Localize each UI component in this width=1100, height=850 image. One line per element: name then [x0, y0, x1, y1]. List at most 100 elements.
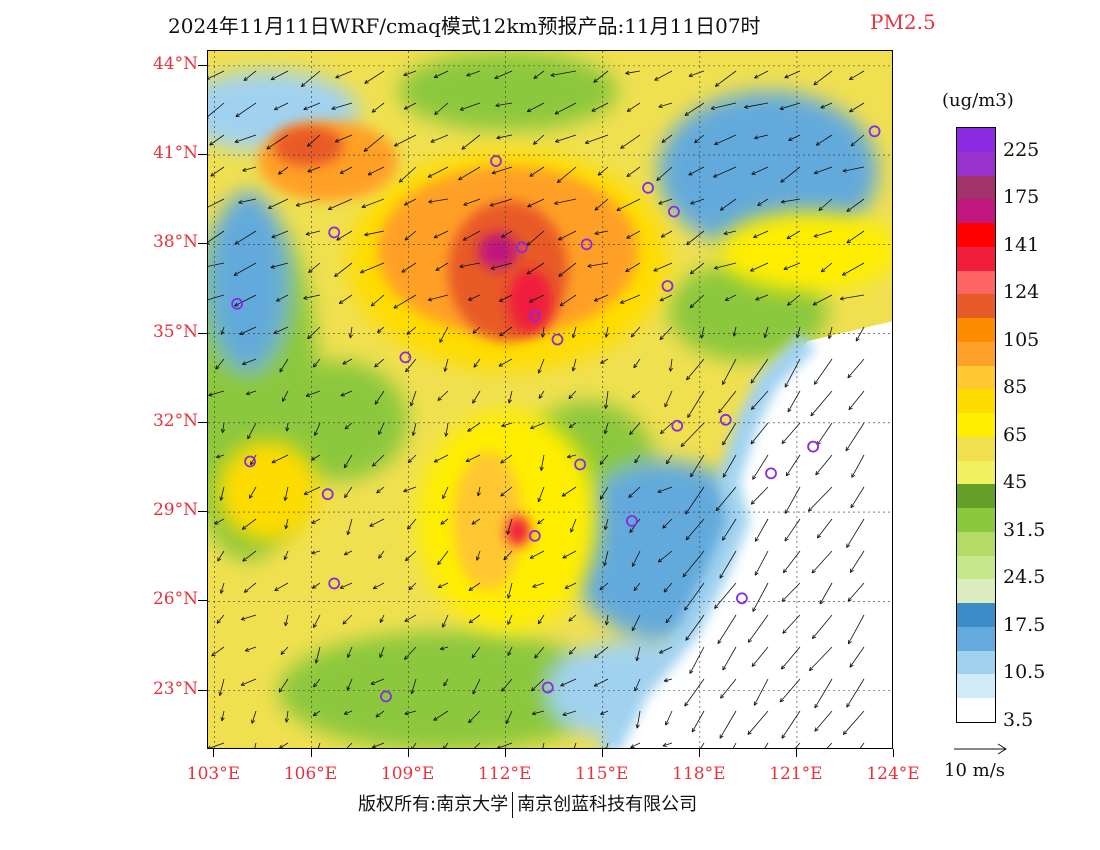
wind-arrow	[216, 614, 225, 624]
wind-arrow	[443, 678, 449, 687]
wind-arrow	[210, 166, 225, 177]
wind-arrow	[684, 582, 705, 611]
wind-arrow	[850, 134, 865, 147]
wind-arrow	[472, 390, 481, 404]
wind-arrow	[684, 678, 705, 707]
copyright-left: 版权所有:南京大学	[358, 794, 509, 815]
wind-arrow	[404, 198, 417, 206]
wind-arrow	[664, 390, 673, 408]
legend-swatch	[957, 246, 995, 272]
wind-arrow	[850, 486, 865, 509]
lon-tick-mark	[893, 749, 894, 757]
wind-arrow	[218, 678, 225, 696]
wind-arrow	[714, 262, 737, 270]
wind-arrow	[254, 742, 257, 748]
wind-arrow	[401, 262, 417, 273]
wind-arrow	[689, 262, 705, 275]
wind-arrow	[473, 742, 481, 748]
wind-arrow	[851, 454, 865, 478]
legend-swatch	[957, 223, 995, 248]
wind-arrow	[240, 614, 257, 621]
lon-tick-mark	[310, 749, 312, 757]
wind-arrow	[757, 198, 769, 206]
legend-label: 85	[1003, 376, 1028, 399]
wind-arrow	[214, 518, 225, 525]
wind-arrow	[849, 102, 865, 113]
legend-swatch	[957, 531, 995, 557]
wind-arrow	[685, 518, 705, 541]
wind-arrow	[335, 70, 353, 79]
legend-swatch	[957, 555, 995, 580]
wind-arrow	[465, 454, 481, 463]
lat-tick-label: 35°N	[152, 321, 198, 342]
wind-arrow	[468, 582, 481, 591]
wind-arrow	[361, 198, 385, 209]
wind-arrow	[506, 582, 513, 599]
wind-arrow	[370, 294, 385, 307]
wind-arrow	[271, 454, 289, 464]
wind-arrow	[754, 518, 769, 542]
wind-arrow	[273, 326, 289, 334]
wind-arrow	[537, 486, 545, 503]
pm25-map[interactable]	[207, 50, 893, 749]
copyright-right: 南京创蓝科技有限公司	[517, 794, 698, 815]
wind-arrow	[251, 710, 257, 724]
wind-arrow	[440, 518, 449, 525]
wind-arrow	[305, 230, 321, 236]
figure-title: 2024年11月11日WRF/cmaq模式12km预报产品:11月11日07时 …	[0, 10, 1100, 40]
wind-arrow	[219, 582, 225, 594]
wind-arrow	[604, 742, 609, 748]
copyright-footer: 版权所有:南京大学 南京创蓝科技有限公司	[358, 790, 697, 818]
wind-arrow	[219, 486, 225, 501]
wind-arrow	[812, 294, 833, 306]
title-main: 2024年11月11日WRF/cmaq模式12km预报产品:11月11日07时	[168, 14, 761, 38]
wind-arrow	[663, 678, 673, 683]
wind-arrow	[658, 198, 673, 205]
wind-arrow	[344, 422, 353, 430]
wind-arrow	[841, 262, 865, 276]
wind-arrow	[568, 422, 577, 428]
lon-tick-label: 109°E	[380, 764, 435, 784]
wind-arrow	[665, 614, 673, 624]
city-station-marker	[625, 515, 638, 527]
wind-arrow	[754, 70, 769, 79]
wind-arrow	[722, 454, 737, 478]
wind-arrow	[208, 294, 225, 301]
wind-arrow	[744, 102, 769, 109]
wind-arrow	[847, 582, 865, 602]
wind-arrow	[722, 358, 737, 385]
wind-arrow	[784, 358, 801, 388]
wind-arrow	[839, 294, 865, 301]
wind-arrow	[433, 230, 449, 239]
wind-arrow	[629, 422, 641, 435]
wind-arrow	[500, 454, 513, 464]
wind-arrow	[471, 518, 481, 525]
wind-arrow	[208, 198, 225, 208]
wind-arrow	[571, 358, 577, 372]
wind-arrow	[244, 646, 257, 652]
wind-arrow	[750, 422, 769, 445]
legend-swatch	[957, 508, 995, 533]
map-canvas	[208, 51, 892, 748]
wind-arrow	[724, 294, 737, 301]
wind-arrow	[630, 742, 641, 748]
lat-tick-mark	[198, 64, 207, 66]
wind-arrow	[364, 70, 385, 84]
wind-arrow	[750, 262, 769, 272]
lat-tick-mark	[198, 154, 207, 156]
city-station-marker	[551, 333, 564, 346]
wind-arrow	[668, 358, 673, 372]
city-station-marker	[736, 592, 748, 605]
wind-arrow	[661, 134, 673, 143]
wind-arrow	[336, 230, 353, 241]
wind-arrow	[342, 614, 353, 625]
wind-arrow	[530, 422, 545, 430]
wind-arrow	[700, 326, 705, 339]
wind-arrow	[603, 518, 609, 530]
wind-arrow	[634, 454, 641, 464]
wind-arrow	[657, 486, 673, 494]
wind-arrow	[787, 390, 801, 413]
wind-arrow	[626, 166, 641, 177]
wind-arrow	[593, 294, 609, 302]
wind-arrow	[243, 582, 257, 593]
